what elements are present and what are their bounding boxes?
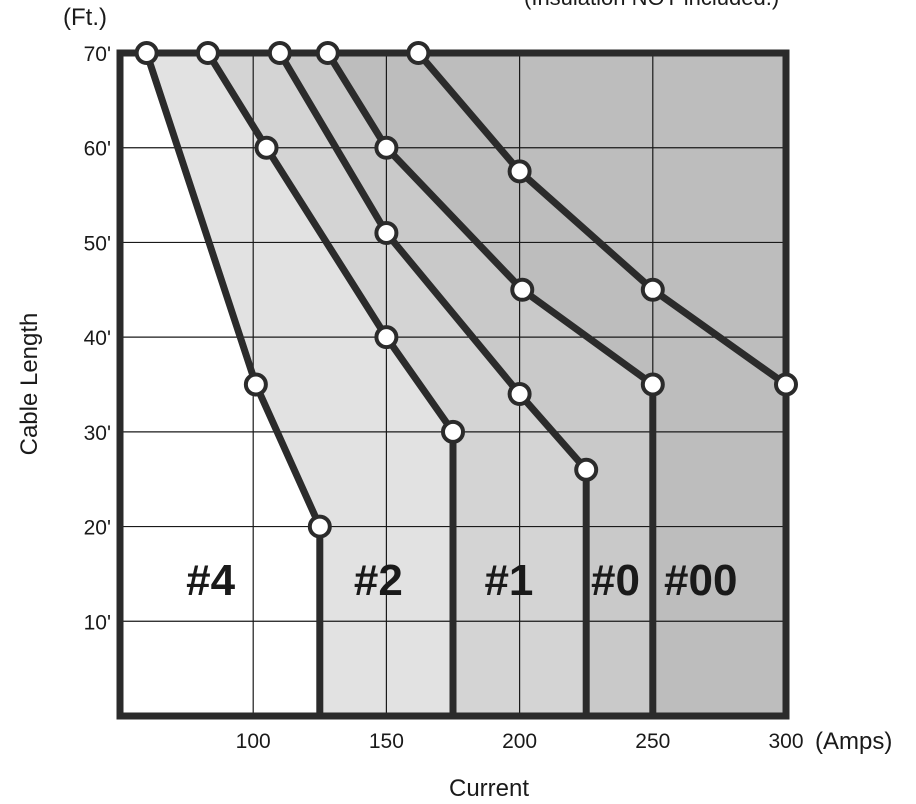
- x-unit-label: (Amps): [815, 728, 892, 755]
- data-point-wire-00: [774, 372, 798, 397]
- data-point-wire-4: [243, 372, 268, 397]
- data-point-wire-4: [307, 514, 332, 539]
- data-points: [134, 41, 798, 539]
- region-label-wire-00: #00: [664, 556, 737, 605]
- data-point-wire-2: [195, 41, 220, 65]
- x-tick-label: 200: [502, 730, 537, 753]
- data-point-wire-1: [267, 41, 292, 65]
- data-point-wire-00: [406, 41, 431, 65]
- data-point-wire-00: [507, 159, 532, 184]
- y-tick-label: 50': [84, 232, 111, 255]
- chart-labels: 100 150 200 250 300 10' 20' 30' 40' 50' 60' 70' (Amp…: [16, 0, 892, 802]
- y-unit-label: (Ft.): [63, 4, 107, 31]
- data-point-wire-0: [640, 372, 665, 397]
- region-label-wire-0: #0: [591, 556, 640, 605]
- y-tick-label: 20': [84, 517, 111, 540]
- region-fill-wire-00: [327, 53, 786, 716]
- x-tick-label: 150: [369, 730, 404, 753]
- data-point-wire-0: [510, 277, 535, 302]
- data-point-wire-2: [254, 135, 279, 160]
- series-line-wire-4: [143, 51, 324, 716]
- y-tick-label: 70': [84, 43, 111, 66]
- data-point-wire-2: [374, 325, 399, 350]
- y-axis-title: Cable Length: [16, 313, 43, 456]
- data-point-wire-1: [507, 381, 532, 406]
- data-point-wire-00: [640, 277, 665, 302]
- x-tick-label: 300: [768, 730, 803, 753]
- x-tick-label: 100: [236, 730, 271, 753]
- region-label-wire-4: #4: [186, 556, 235, 605]
- y-tick-label: 40': [84, 327, 111, 350]
- region-label-wire-1: #1: [484, 556, 533, 605]
- data-point-wire-0: [315, 41, 340, 65]
- data-point-wire-1: [374, 220, 399, 245]
- y-tick-label: 60': [84, 138, 111, 161]
- y-tick-label: 30': [84, 422, 111, 445]
- data-point-wire-2: [441, 419, 465, 444]
- y-tick-label: 10': [84, 611, 111, 634]
- x-tick-label: 250: [635, 730, 670, 753]
- region-fills: [120, 53, 787, 716]
- data-point-wire-1: [574, 457, 599, 482]
- insulation-note: (Insulation NOT included.): [524, 0, 779, 10]
- x-axis-title: Current: [449, 775, 529, 802]
- region-label-wire-2: #2: [354, 556, 403, 605]
- data-point-wire-4: [134, 41, 159, 65]
- data-point-wire-0: [374, 135, 399, 160]
